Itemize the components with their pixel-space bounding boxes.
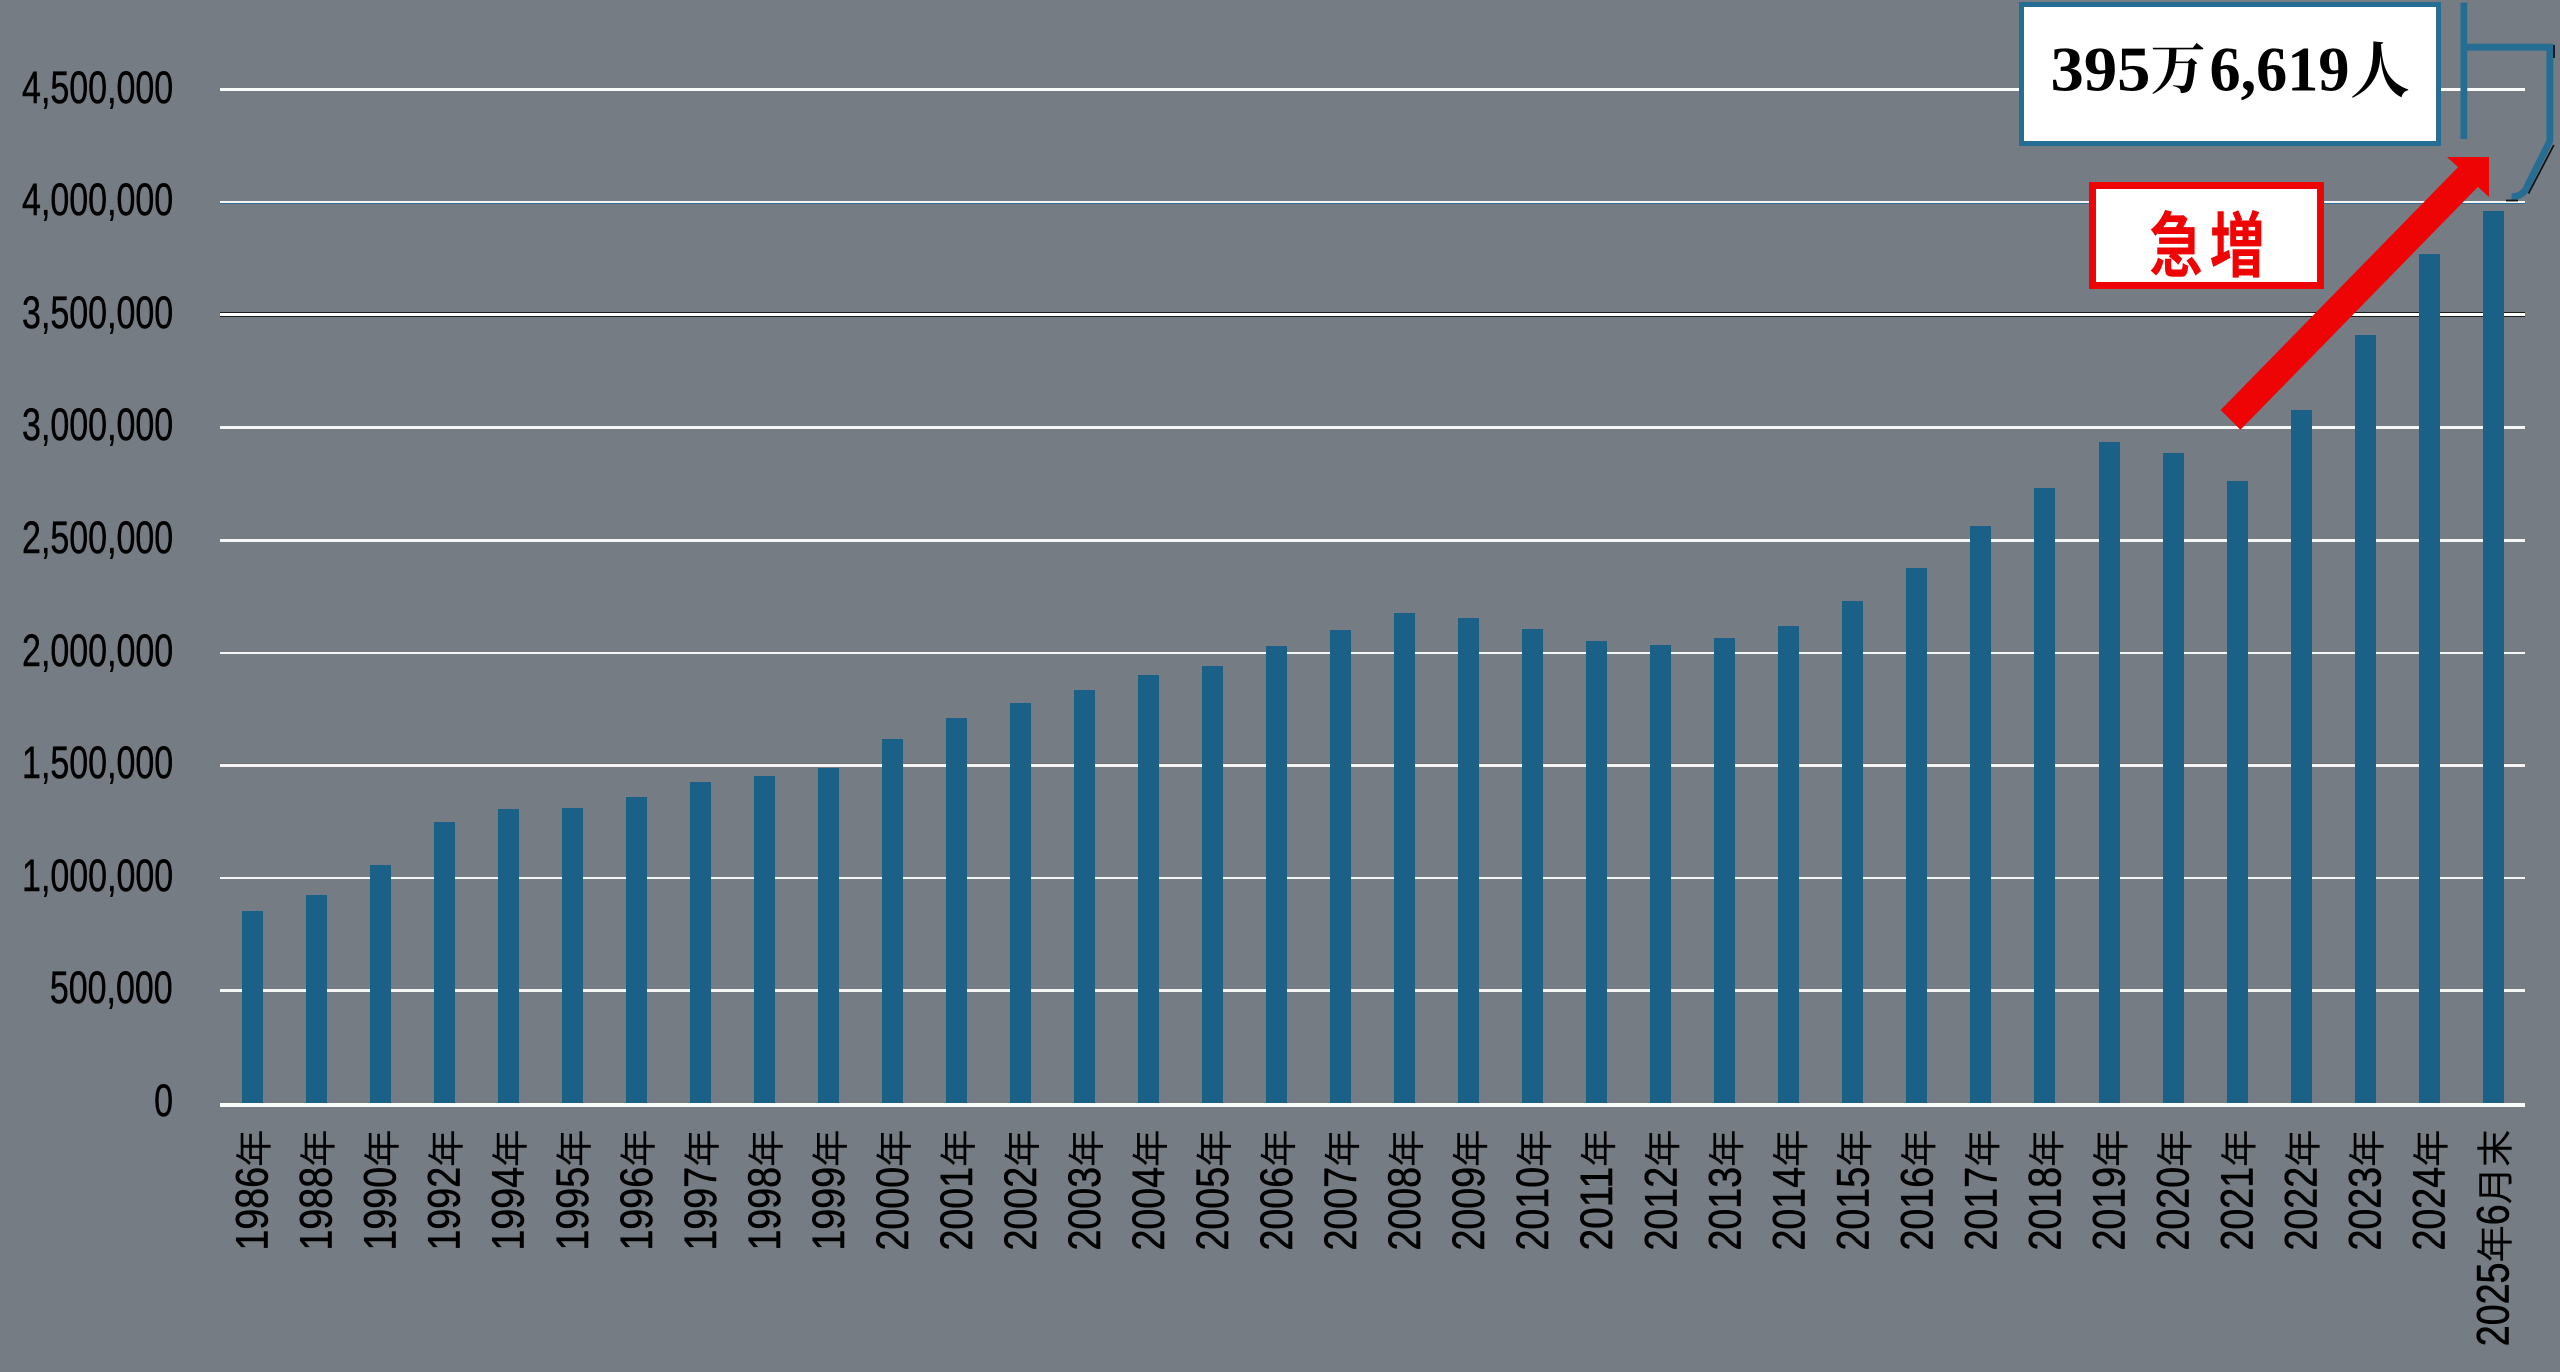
svg-text:2005: 2005 [1187,1167,1238,1251]
svg-text:1996: 1996 [611,1167,662,1251]
svg-text:2009: 2009 [1443,1167,1494,1251]
svg-text:2013: 2013 [1699,1167,1750,1251]
svg-text:2001: 2001 [931,1167,982,1251]
svg-text:1995: 1995 [547,1167,598,1251]
svg-text:2025: 2025 [2468,1263,2519,1347]
svg-text:2011: 2011 [1571,1167,1622,1251]
svg-text:2019: 2019 [2084,1167,2135,1251]
svg-text:1990: 1990 [355,1167,406,1251]
svg-text:1997: 1997 [675,1167,726,1251]
svg-text:1998: 1998 [739,1167,790,1251]
svg-text:2024: 2024 [2404,1167,2455,1251]
svg-text:2010: 2010 [1507,1167,1558,1251]
svg-text:2018: 2018 [2019,1167,2070,1251]
svg-text:2020: 2020 [2148,1167,2199,1251]
svg-text:2002: 2002 [995,1167,1046,1251]
svg-text:2004: 2004 [1123,1167,1174,1251]
svg-text:1988: 1988 [291,1167,342,1251]
svg-text:395: 395 [2050,34,2150,105]
svg-text:2000: 2000 [867,1167,918,1251]
svg-text:2016: 2016 [1891,1167,1942,1251]
svg-text:2021: 2021 [2212,1167,2263,1251]
svg-text:1992: 1992 [419,1167,470,1251]
svg-text:2017: 2017 [1955,1167,2006,1251]
svg-text:6,619: 6,619 [2209,34,2349,105]
svg-text:2014: 2014 [1763,1167,1814,1251]
svg-text:2023: 2023 [2340,1167,2391,1251]
svg-text:2015: 2015 [1827,1167,1878,1251]
svg-text:6: 6 [2468,1204,2519,1225]
svg-text:2006: 2006 [1251,1167,1302,1251]
svg-text:2003: 2003 [1059,1167,1110,1251]
svg-text:2022: 2022 [2276,1167,2327,1251]
svg-text:1994: 1994 [483,1167,534,1251]
svg-text:2012: 2012 [1635,1167,1686,1251]
svg-text:1986: 1986 [227,1167,278,1251]
svg-text:2008: 2008 [1379,1167,1430,1251]
svg-text:1999: 1999 [803,1167,854,1251]
svg-text:2007: 2007 [1315,1167,1366,1251]
